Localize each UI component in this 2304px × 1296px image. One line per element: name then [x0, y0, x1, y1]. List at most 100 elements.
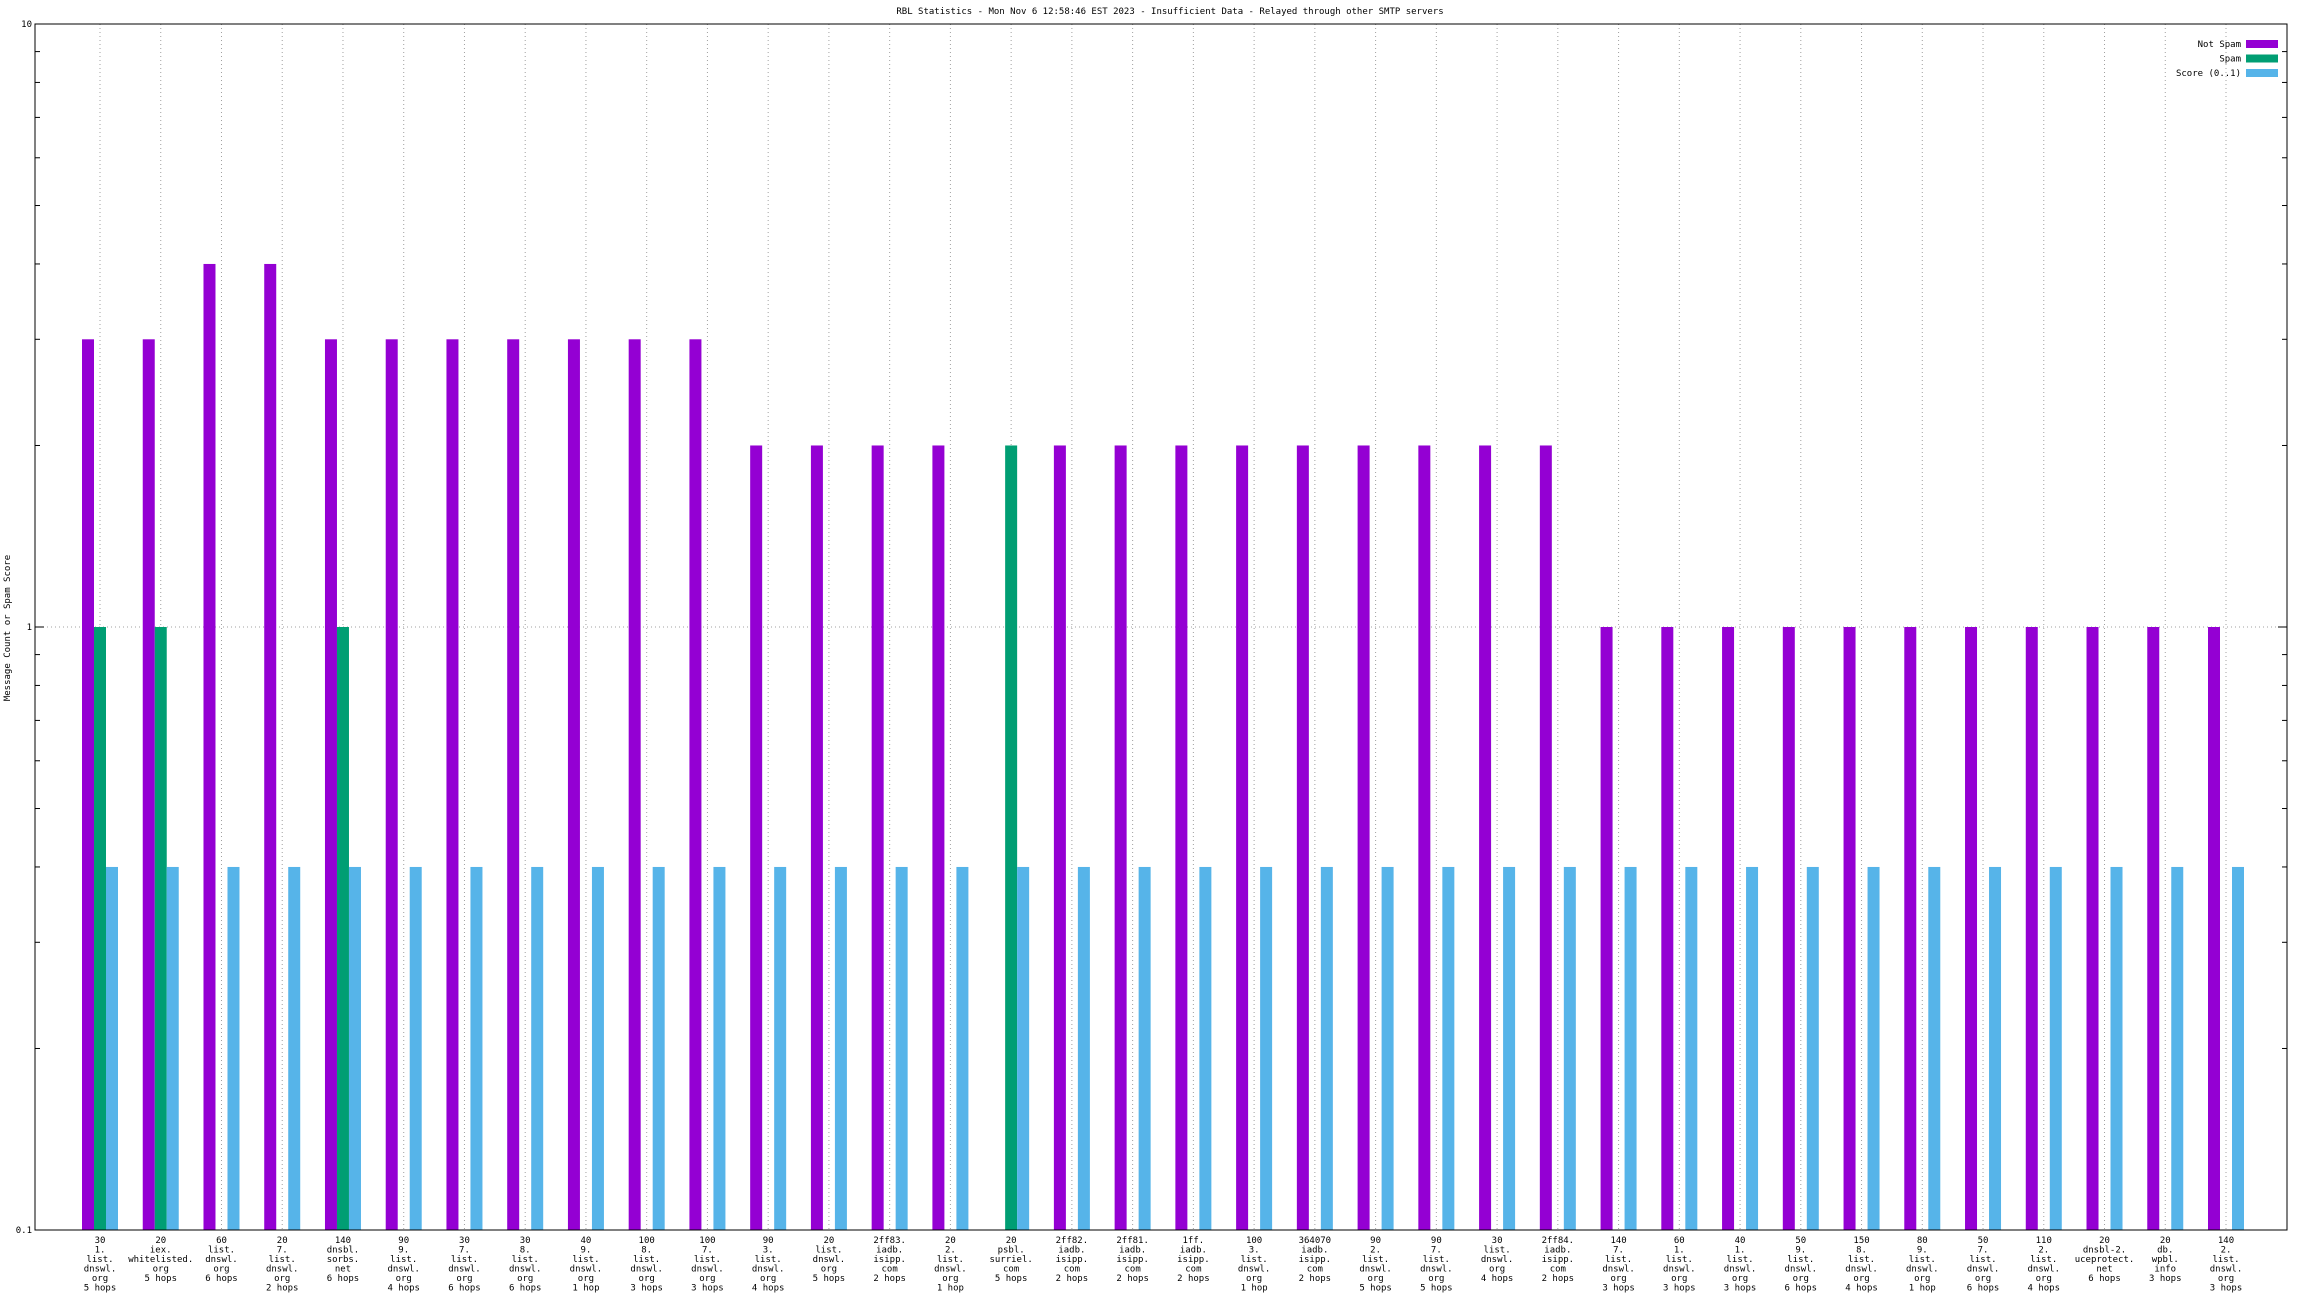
x-tick-label: 110 2. list. dnswl. org 4 hops [2028, 1236, 2061, 1294]
x-tick-label: 20 list. dnswl. org 5 hops [813, 1236, 846, 1284]
bar [264, 263, 277, 1230]
bar [1624, 866, 1637, 1230]
x-tick-label: 30 list. dnswl. org 4 hops [1481, 1236, 1514, 1284]
x-tick-label: 90 3. list. dnswl. org 4 hops [752, 1236, 785, 1294]
x-tick-label: 2ff82. iadb. isipp. com 2 hops [1056, 1236, 1089, 1284]
x-tick-label: 20 db. wpbl. info 3 hops [2149, 1236, 2182, 1284]
bar [652, 866, 665, 1230]
bar [2147, 627, 2160, 1230]
bar [94, 627, 106, 1230]
legend-label: Score (0..1) [2176, 69, 2241, 79]
bar [1236, 445, 1249, 1231]
bar [336, 627, 349, 1230]
bar [1053, 445, 1066, 1231]
y-tick-label: 0.1 [16, 1226, 32, 1236]
bar [288, 866, 301, 1230]
bar [1867, 866, 1880, 1230]
bar [348, 866, 361, 1230]
bar [385, 339, 398, 1230]
bar [1175, 445, 1188, 1231]
x-tick-label: 20 dnsbl-2. uceprotect. net 6 hops [2075, 1236, 2135, 1284]
y-tick-label: 1 [27, 623, 32, 633]
bar [531, 866, 544, 1230]
bar [956, 866, 969, 1230]
y-tick-label: 10 [21, 20, 32, 30]
bar [1114, 445, 1127, 1231]
x-tick-label: 20 iex. whitelisted. org 5 hops [128, 1236, 193, 1284]
bar [2110, 866, 2123, 1230]
x-tick-label: 20 7. list. dnswl. org 2 hops [266, 1236, 299, 1294]
bar [1661, 627, 1674, 1230]
x-tick-label: 150 8. list. dnswl. org 4 hops [1845, 1236, 1878, 1294]
bar [1442, 866, 1455, 1230]
x-tick-label: 2ff84. iadb. isipp. com 2 hops [1542, 1236, 1575, 1284]
bar [1479, 445, 1492, 1231]
bar [2086, 627, 2099, 1230]
y-axis-label: Message Count or Spam Score [3, 555, 13, 701]
x-tick-label: 1ff. iadb. isipp. com 2 hops [1177, 1236, 1210, 1284]
bar [1782, 627, 1795, 1230]
x-tick-label: 90 9. list. dnswl. org 4 hops [387, 1236, 420, 1294]
legend-swatch [2246, 69, 2278, 77]
bar [810, 445, 823, 1231]
plot-frame [34, 23, 2288, 1231]
x-tick-label: 100 7. list. dnswl. org 3 hops [691, 1236, 724, 1294]
bar [774, 866, 787, 1230]
bar [1418, 445, 1431, 1231]
bar [2171, 866, 2184, 1230]
bar [154, 627, 167, 1230]
bar [324, 339, 337, 1230]
bar [1722, 627, 1735, 1230]
legend-label: Not Spam [2198, 40, 2241, 50]
x-tick-label: 60 1. list. dnswl. org 3 hops [1663, 1236, 1696, 1294]
bar [1904, 627, 1917, 1230]
x-tick-label: 140 dnsbl. sorbs. net 6 hops [327, 1236, 360, 1284]
x-tick-label: 40 1. list. dnswl. org 3 hops [1724, 1236, 1757, 1294]
bar [1199, 866, 1212, 1230]
bar [628, 339, 641, 1230]
x-tick-label: 50 9. list. dnswl. org 6 hops [1785, 1236, 1818, 1294]
bar [750, 445, 763, 1231]
bar [713, 866, 726, 1230]
x-tick-label: 30 7. list. dnswl. org 6 hops [448, 1236, 481, 1294]
chart-title: RBL Statistics - Mon Nov 6 12:58:46 EST … [896, 7, 1443, 17]
bar [1320, 866, 1333, 1230]
x-tick-label: 100 3. list. dnswl. org 1 hop [1238, 1236, 1271, 1294]
bar [1843, 627, 1856, 1230]
bar [591, 866, 604, 1230]
bar [689, 339, 702, 1230]
bar [203, 263, 216, 1230]
bar [1965, 627, 1978, 1230]
bar [1563, 866, 1576, 1230]
x-tick-label: 2ff83. iadb. isipp. com 2 hops [873, 1236, 906, 1284]
x-tick-label: 364070 iadb. isipp. com 2 hops [1299, 1236, 1332, 1284]
bar [834, 866, 847, 1230]
x-tick-label: 30 1. list. dnswl. org 5 hops [84, 1236, 117, 1294]
x-tick-label: 80 9. list. dnswl. org 1 hop [1906, 1236, 1939, 1294]
bar [567, 339, 580, 1230]
x-tick-label: 20 2. list. dnswl. org 1 hop [934, 1236, 967, 1294]
bar [871, 445, 884, 1231]
bar [1357, 445, 1370, 1231]
x-tick-label: 100 8. list. dnswl. org 3 hops [630, 1236, 663, 1294]
bar [1077, 866, 1090, 1230]
x-tick-label: 90 7. list. dnswl. org 5 hops [1420, 1236, 1453, 1294]
bar [1806, 866, 1819, 1230]
bar [895, 866, 908, 1230]
bar [1138, 866, 1151, 1230]
bar [106, 866, 118, 1230]
bar [1503, 866, 1516, 1230]
bar [1017, 866, 1030, 1230]
bar [1746, 866, 1759, 1230]
bar [2025, 627, 2038, 1230]
bar [1381, 866, 1394, 1230]
bar [166, 866, 179, 1230]
x-tick-label: 90 2. list. dnswl. org 5 hops [1359, 1236, 1392, 1294]
x-tick-label: 30 8. list. dnswl. org 6 hops [509, 1236, 542, 1294]
x-tick-label: 20 psbl. surriel. com 5 hops [989, 1236, 1032, 1284]
legend-label: Spam [2219, 55, 2241, 65]
bar [2049, 866, 2062, 1230]
bar [1989, 866, 2002, 1230]
legend-swatch [2246, 40, 2278, 48]
